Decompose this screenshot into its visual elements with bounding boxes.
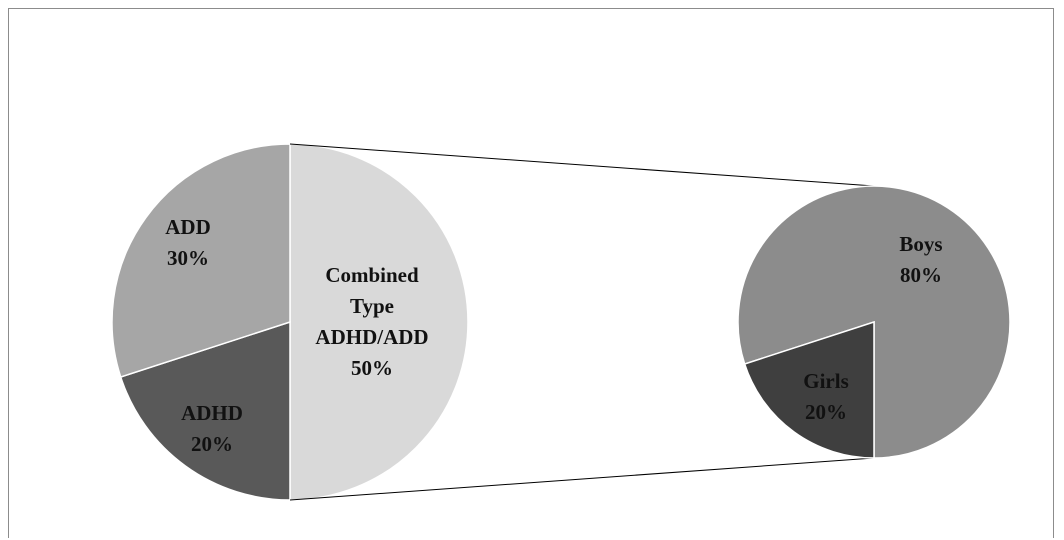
slice-label-girls: Girls 20% <box>803 369 849 424</box>
slice-label-adhd: ADHD 20% <box>181 401 243 456</box>
pie-slice-add <box>111 143 291 378</box>
pie-slice-adhd <box>119 320 291 501</box>
slice-label-boys: Boys 80% <box>899 232 942 287</box>
slice-label-combined-type-adhd-add: Combined Type ADHD/ADD 50% <box>315 263 428 380</box>
pie-slice-girls <box>743 320 875 459</box>
connector-line-bottom <box>289 457 875 501</box>
slice-label-add: ADD 30% <box>165 215 211 270</box>
pie-slice-combined-type-adhd-add <box>289 143 469 501</box>
connector-line-top <box>289 143 875 187</box>
